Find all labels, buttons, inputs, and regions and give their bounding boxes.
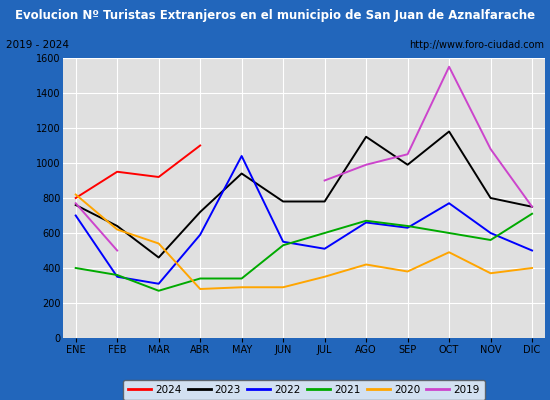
Text: http://www.foro-ciudad.com: http://www.foro-ciudad.com	[410, 40, 544, 50]
Legend: 2024, 2023, 2022, 2021, 2020, 2019: 2024, 2023, 2022, 2021, 2020, 2019	[123, 380, 485, 400]
Text: 2019 - 2024: 2019 - 2024	[6, 40, 69, 50]
Text: Evolucion Nº Turistas Extranjeros en el municipio de San Juan de Aznalfarache: Evolucion Nº Turistas Extranjeros en el …	[15, 10, 535, 22]
